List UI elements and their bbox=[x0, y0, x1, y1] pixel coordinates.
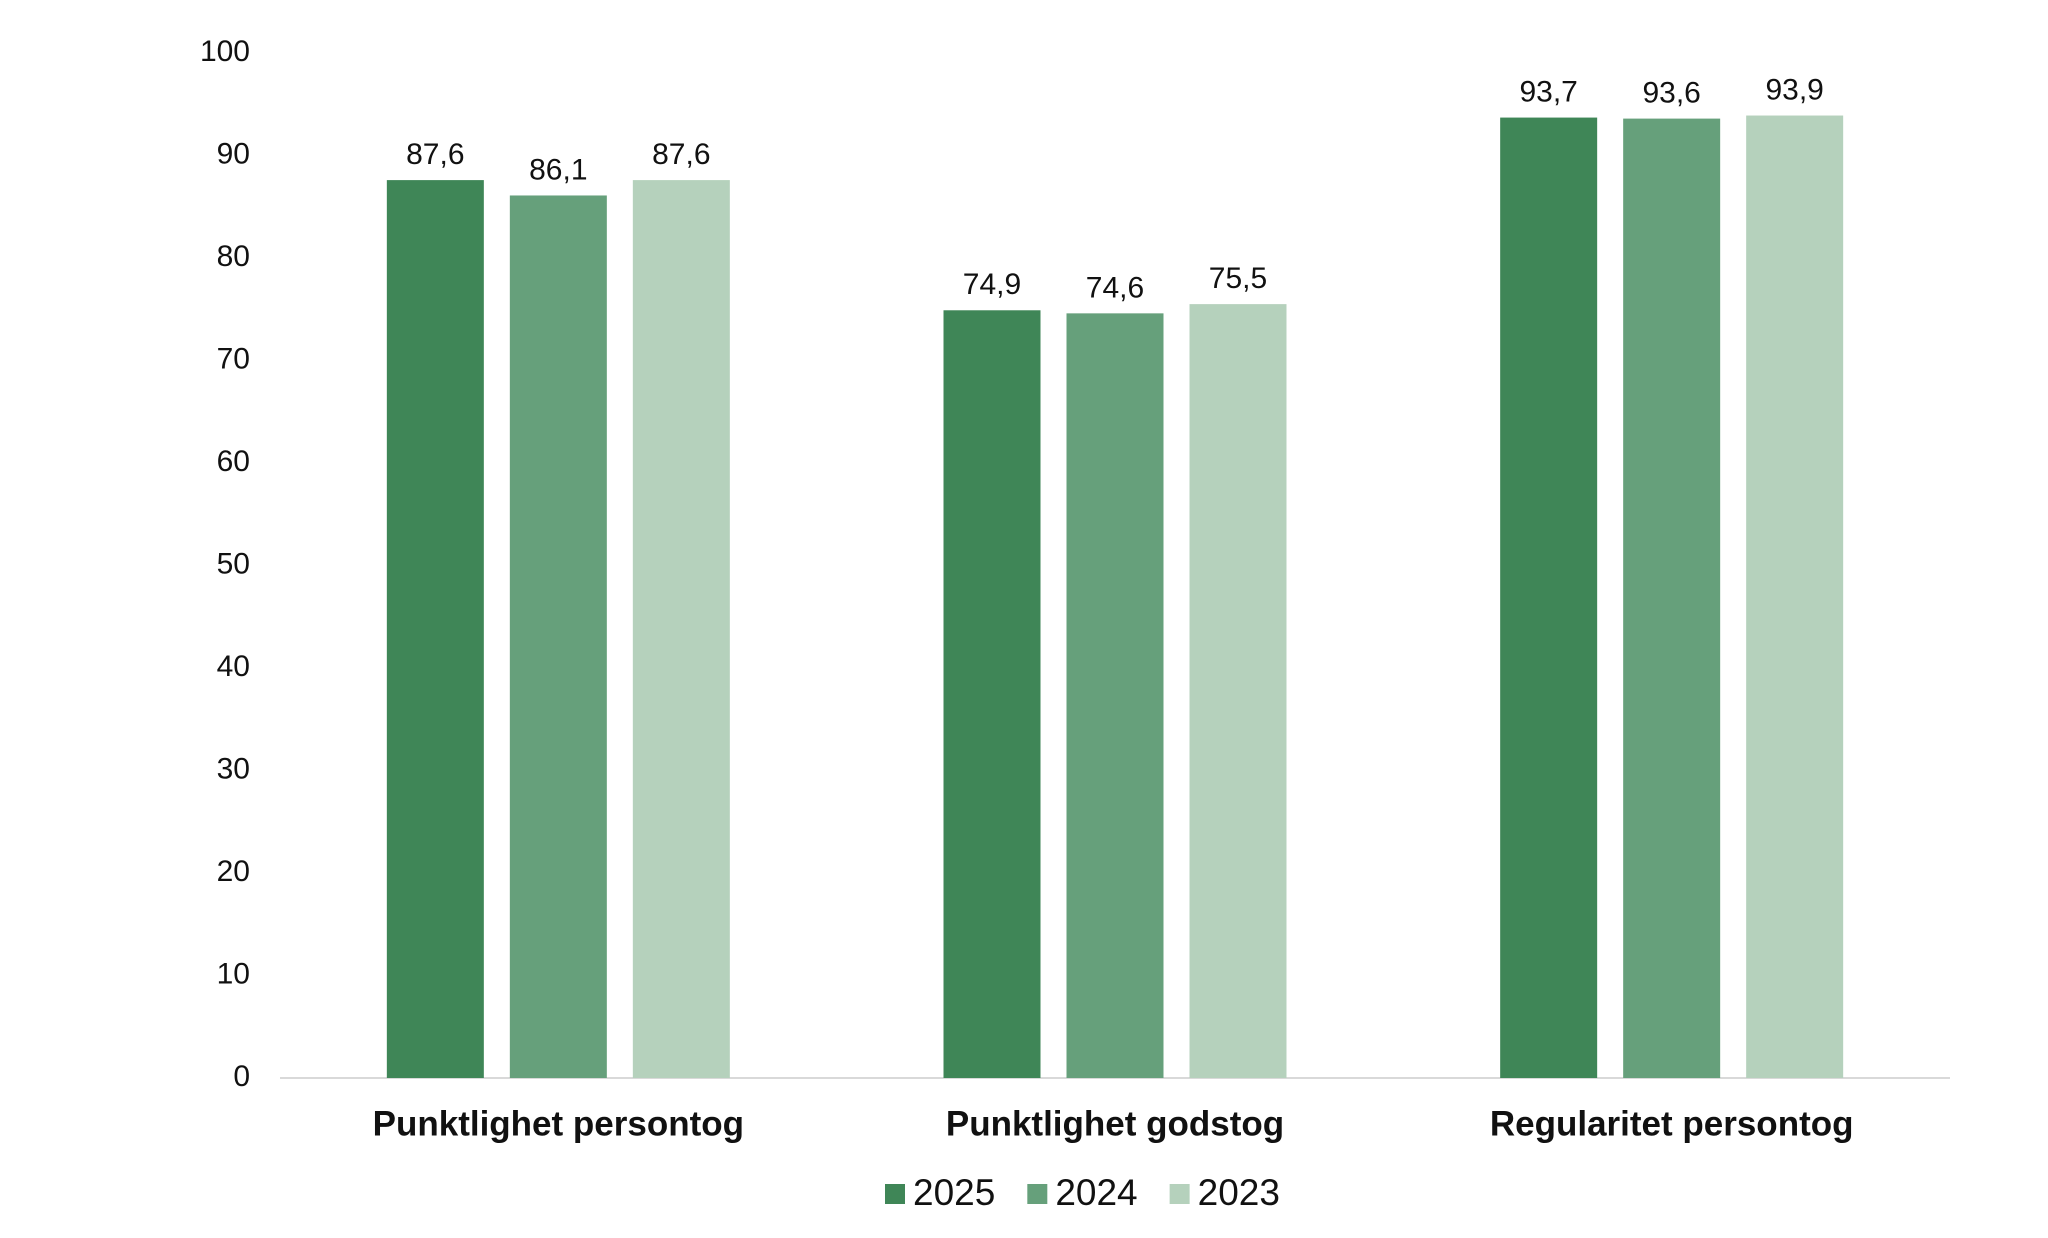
x-tick-label: Punktlighet persontog bbox=[373, 1104, 744, 1143]
bar bbox=[943, 310, 1041, 1078]
legend-swatch bbox=[1169, 1184, 1190, 1204]
y-tick-label: 90 bbox=[217, 137, 250, 170]
bar bbox=[1066, 313, 1164, 1079]
legend-label: 2023 bbox=[1198, 1172, 1280, 1213]
legend-swatch bbox=[885, 1184, 905, 1204]
x-tick-label: Punktlighet godstog bbox=[946, 1104, 1284, 1143]
bar bbox=[1623, 118, 1721, 1079]
bar bbox=[386, 180, 484, 1079]
y-tick-label: 0 bbox=[233, 1060, 250, 1093]
data-label: 87,6 bbox=[406, 138, 464, 171]
data-label: 93,7 bbox=[1519, 75, 1577, 108]
bar bbox=[1189, 304, 1287, 1078]
data-label: 74,9 bbox=[963, 268, 1021, 301]
y-tick-label: 60 bbox=[217, 445, 250, 478]
y-tick-label: 10 bbox=[217, 957, 250, 990]
data-label: 87,6 bbox=[652, 138, 710, 171]
y-tick-label: 30 bbox=[217, 752, 250, 785]
data-label: 93,9 bbox=[1765, 73, 1823, 106]
y-tick-label: 100 bbox=[200, 35, 250, 68]
y-tick-label: 50 bbox=[217, 547, 250, 580]
data-label: 93,6 bbox=[1642, 77, 1700, 110]
data-label: 74,6 bbox=[1086, 271, 1144, 304]
bar bbox=[509, 195, 607, 1079]
y-tick-label: 70 bbox=[217, 342, 250, 375]
y-tick-label: 80 bbox=[217, 240, 250, 273]
y-tick-label: 40 bbox=[217, 650, 250, 683]
data-label: 75,5 bbox=[1209, 262, 1267, 295]
x-tick-label: Regularitet persontog bbox=[1490, 1104, 1854, 1143]
bar bbox=[632, 180, 730, 1079]
legend-label: 2025 bbox=[913, 1172, 995, 1213]
bar bbox=[1746, 115, 1844, 1078]
legend-swatch bbox=[1027, 1184, 1048, 1204]
legend-label: 2024 bbox=[1055, 1172, 1137, 1213]
data-label: 86,1 bbox=[529, 153, 587, 186]
bar bbox=[1500, 117, 1598, 1078]
y-tick-label: 20 bbox=[217, 855, 250, 888]
